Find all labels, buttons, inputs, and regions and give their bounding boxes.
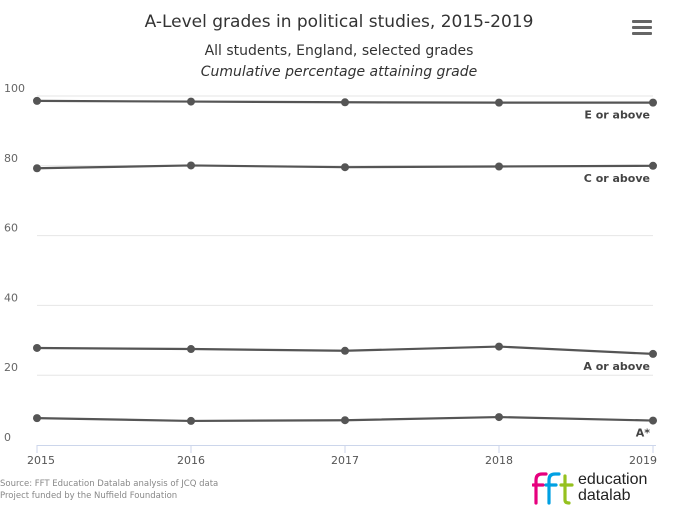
chart-subtitle-italic: Cumulative percentage attaining grade (200, 64, 478, 80)
y-tick-label: 100 (4, 82, 25, 95)
x-tick-label: 2016 (177, 454, 205, 467)
credits-source: Source: FFT Education Datalab analysis o… (0, 479, 219, 489)
menu-bar (632, 26, 652, 29)
chart-credits: Source: FFT Education Datalab analysis o… (0, 478, 218, 502)
y-tick-label: 20 (4, 361, 18, 374)
data-point (341, 416, 349, 425)
series-label: A* (636, 427, 651, 440)
logo-word-datalab: datalab (578, 487, 631, 504)
data-point (495, 98, 503, 107)
data-point (341, 98, 349, 107)
data-point (649, 98, 657, 107)
data-point (187, 97, 195, 106)
data-point (33, 414, 41, 423)
hamburger-menu-icon[interactable] (630, 18, 654, 38)
data-point (187, 161, 195, 170)
chart-subtitle: All students, England, selected grades (204, 43, 474, 59)
x-tick-label: 2019 (629, 454, 657, 467)
data-point (33, 164, 41, 173)
data-point (187, 345, 195, 354)
data-point (33, 96, 41, 105)
data-point (341, 163, 349, 172)
fft-logo-mark (531, 472, 574, 505)
data-point (649, 349, 657, 358)
menu-bar (632, 32, 652, 35)
data-point (495, 162, 503, 171)
chart-title: A-Level grades in political studies, 201… (144, 12, 534, 32)
data-point (187, 416, 195, 425)
data-point (33, 343, 41, 352)
logo-word-education: education (578, 471, 648, 488)
menu-bar (632, 20, 652, 23)
series-label: A or above (583, 360, 650, 373)
data-point (495, 413, 503, 422)
y-tick-label: 0 (4, 431, 11, 444)
fft-datalab-logo[interactable]: education datalab (531, 470, 667, 506)
x-tick-label: 2017 (331, 454, 359, 467)
data-point (341, 346, 349, 355)
credits-funding: Project funded by the Nuffield Foundatio… (0, 491, 178, 501)
series-label: C or above (584, 172, 650, 185)
y-tick-label: 80 (4, 152, 18, 165)
y-tick-label: 60 (4, 222, 18, 235)
data-point (649, 161, 657, 170)
x-tick-label: 2018 (485, 454, 513, 467)
data-point (649, 416, 657, 425)
series-label: E or above (584, 109, 650, 122)
y-tick-label: 40 (4, 291, 18, 304)
data-point (495, 342, 503, 351)
x-tick-label: 2015 (27, 454, 55, 467)
